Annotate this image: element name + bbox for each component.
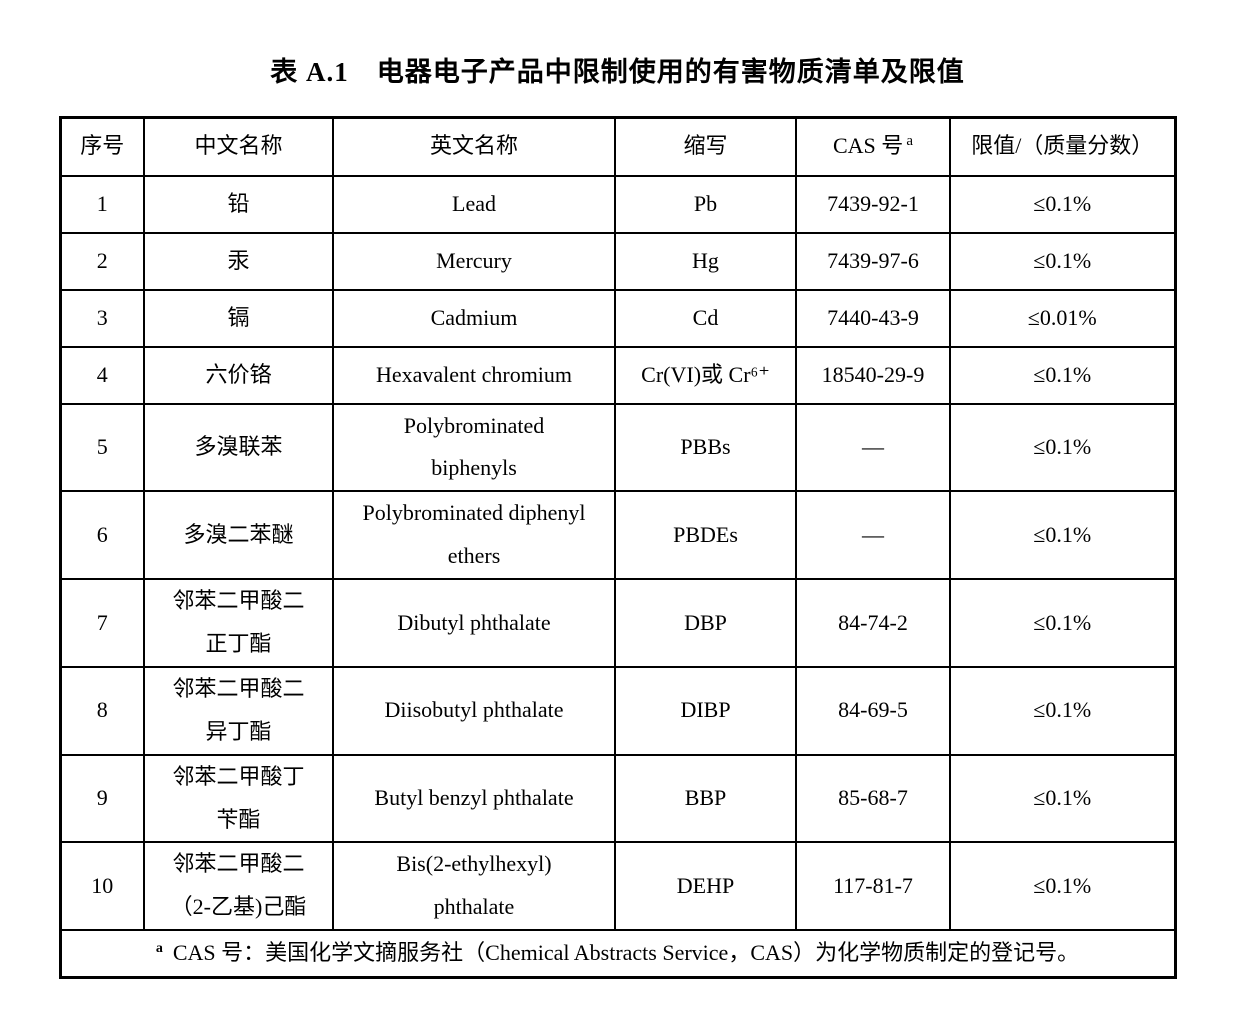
- cell-abbreviation: DEHP: [614, 841, 797, 932]
- cell-serial-number: 9: [59, 753, 145, 844]
- cell-english-name: Mercury: [332, 231, 616, 291]
- cell-serial-number: 5: [59, 402, 145, 493]
- cell-limit: ≤0.1%: [949, 402, 1176, 493]
- cell-serial-number: 10: [59, 841, 145, 932]
- cell-cas-number: 7439-97-6: [795, 231, 951, 291]
- cell-english-name: Hexavalent chromium: [332, 345, 616, 405]
- cell-chinese-name: 邻苯二甲酸二 正丁酯: [143, 578, 334, 668]
- cell-limit: ≤0.01%: [949, 288, 1176, 348]
- cell-chinese-name: 邻苯二甲酸二 异丁酯: [143, 665, 334, 756]
- cell-english-name: Butyl benzyl phthalate: [332, 753, 616, 844]
- cell-limit: ≤0.1%: [949, 490, 1176, 581]
- table-footnote-row: a CAS 号：美国化学文摘服务社（Chemical Abstracts Serv…: [59, 929, 1176, 979]
- cas-footnote: a CAS 号：美国化学文摘服务社（Chemical Abstracts Serv…: [59, 929, 1176, 979]
- cell-serial-number: 1: [59, 174, 145, 234]
- cell-chinese-name: 六价铬: [143, 345, 334, 405]
- footnote-marker: a: [155, 940, 163, 956]
- cell-chinese-name: 镉: [143, 288, 334, 348]
- cell-abbreviation: PBBs: [614, 402, 797, 493]
- cell-limit: ≤0.1%: [949, 174, 1176, 234]
- cell-chinese-name: 铅: [143, 174, 334, 234]
- cell-cas-number: 84-69-5: [795, 665, 951, 756]
- cell-cas-number: 18540-29-9: [795, 345, 951, 405]
- col-header-abbreviation: 缩写: [614, 116, 797, 177]
- cell-limit: ≤0.1%: [949, 841, 1176, 932]
- cell-chinese-name: 汞: [143, 231, 334, 291]
- table-row: 4 六价铬 Hexavalent chromium Cr(VI)或 Cr⁶⁺ 1…: [59, 345, 1176, 405]
- cell-limit: ≤0.1%: [949, 753, 1176, 844]
- col-header-chinese-name: 中文名称: [143, 116, 334, 177]
- page-title: 表 A.1 电器电子产品中限制使用的有害物质清单及限值: [270, 57, 965, 87]
- cell-english-name: Bis(2-ethylhexyl) phthalate: [332, 841, 616, 932]
- table-row: 9 邻苯二甲酸丁 苄酯 Butyl benzyl phthalate BBP 8…: [59, 753, 1176, 844]
- cell-abbreviation: DIBP: [614, 665, 797, 756]
- cell-serial-number: 3: [59, 288, 145, 348]
- col-header-serial-number: 序号: [59, 116, 145, 177]
- cell-serial-number: 6: [59, 490, 145, 581]
- cell-english-name: Polybrominated diphenyl ethers: [332, 490, 616, 581]
- table-row: 10 邻苯二甲酸二 （2-乙基)己酯 Bis(2-ethylhexyl) pht…: [59, 841, 1176, 932]
- cell-serial-number: 8: [59, 665, 145, 756]
- cell-limit: ≤0.1%: [949, 665, 1176, 756]
- cell-abbreviation: Cd: [614, 288, 797, 348]
- cell-abbreviation: Cr(VI)或 Cr⁶⁺: [614, 345, 797, 405]
- cell-cas-number: 7439-92-1: [795, 174, 951, 234]
- cell-english-name: Dibutyl phthalate: [332, 578, 616, 668]
- cell-cas-number: 117-81-7: [795, 841, 951, 932]
- cell-abbreviation: Hg: [614, 231, 797, 291]
- table-row: 7 邻苯二甲酸二 正丁酯 Dibutyl phthalate DBP 84-74…: [59, 578, 1176, 668]
- col-header-limit: 限值/（质量分数）: [949, 116, 1176, 177]
- table-row: 6 多溴二苯醚 Polybrominated diphenyl ethers P…: [59, 490, 1176, 581]
- cell-serial-number: 7: [59, 578, 145, 668]
- cell-english-name: Diisobutyl phthalate: [332, 665, 616, 756]
- table-row: 5 多溴联苯 Polybrominated biphenyls PBBs — ≤…: [59, 402, 1176, 493]
- cell-chinese-name: 多溴二苯醚: [143, 490, 334, 581]
- cell-limit: ≤0.1%: [949, 578, 1176, 668]
- cas-header-footnote-mark: a: [906, 132, 913, 149]
- cell-cas-number: 85-68-7: [795, 753, 951, 844]
- cell-limit: ≤0.1%: [949, 345, 1176, 405]
- cell-english-name: Cadmium: [332, 288, 616, 348]
- cell-english-name: Polybrominated biphenyls: [332, 402, 616, 493]
- cell-serial-number: 4: [59, 345, 145, 405]
- cell-english-name: Lead: [332, 174, 616, 234]
- cell-cas-number: —: [795, 402, 951, 493]
- col-header-english-name: 英文名称: [332, 116, 616, 177]
- cell-abbreviation: DBP: [614, 578, 797, 668]
- cell-chinese-name: 邻苯二甲酸丁 苄酯: [143, 753, 334, 844]
- cell-cas-number: 84-74-2: [795, 578, 951, 668]
- cas-header-label: CAS 号: [833, 133, 904, 159]
- cell-abbreviation: Pb: [614, 174, 797, 234]
- cell-limit: ≤0.1%: [949, 231, 1176, 291]
- cell-serial-number: 2: [59, 231, 145, 291]
- footnote-text: CAS 号：美国化学文摘服务社（Chemical Abstracts Servi…: [172, 939, 1080, 965]
- table-row: 3 镉 Cadmium Cd 7440-43-9 ≤0.01%: [59, 288, 1176, 348]
- cell-cas-number: —: [795, 490, 951, 581]
- cell-abbreviation: BBP: [614, 753, 797, 844]
- table-row: 1 铅 Lead Pb 7439-92-1 ≤0.1%: [59, 174, 1176, 234]
- cell-abbreviation: PBDEs: [614, 490, 797, 581]
- table-row: 8 邻苯二甲酸二 异丁酯 Diisobutyl phthalate DIBP 8…: [59, 665, 1176, 756]
- cell-cas-number: 7440-43-9: [795, 288, 951, 348]
- cell-chinese-name: 邻苯二甲酸二 （2-乙基)己酯: [143, 841, 334, 932]
- table-row: 2 汞 Mercury Hg 7439-97-6 ≤0.1%: [59, 231, 1176, 291]
- cell-chinese-name: 多溴联苯: [143, 402, 334, 493]
